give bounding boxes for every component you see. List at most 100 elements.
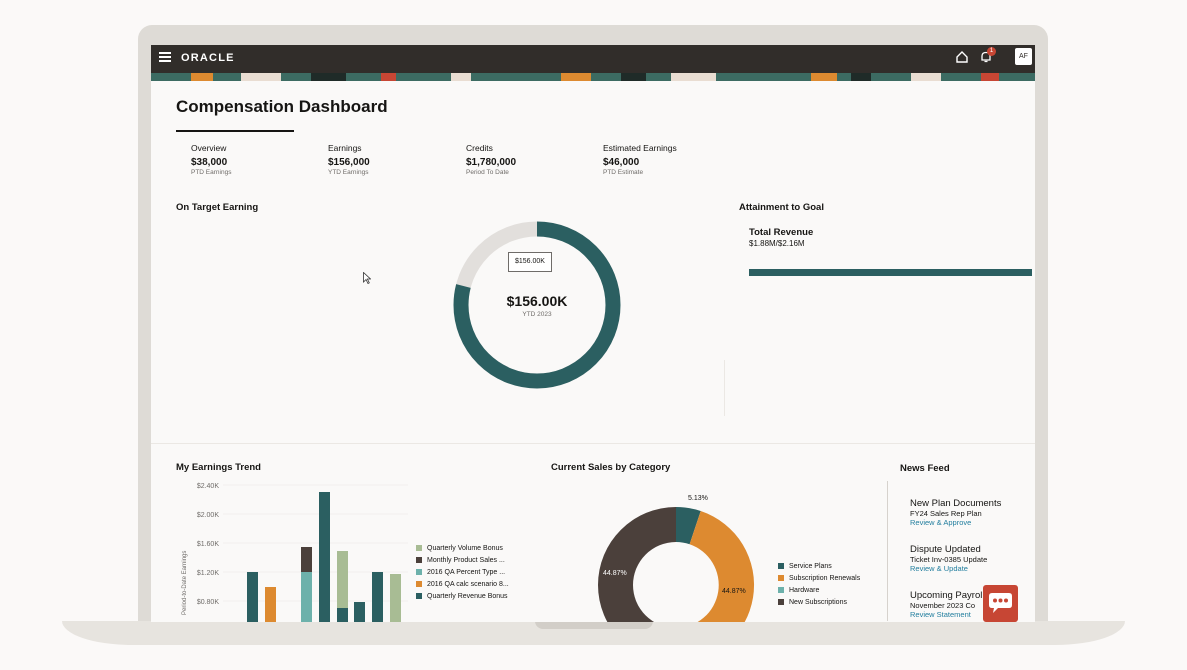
notifications-button[interactable]: 1 [979, 47, 996, 64]
legend-label: 2016 QA calc scenario 8... [427, 581, 509, 588]
news-link[interactable]: Review & Update [910, 564, 968, 573]
on-target-period: YTD 2023 [522, 311, 552, 318]
oracle-logo: ORACLE [181, 52, 235, 64]
news-item: New Plan Documents FY24 Sales Rep Plan R… [910, 498, 1035, 527]
hamburger-menu-icon[interactable] [159, 52, 171, 62]
slice-subscription-renewals [689, 511, 755, 622]
kpi-overview[interactable]: Overview $38,000 PTD Earnings [191, 143, 321, 176]
y-tick: $0.80K [197, 599, 220, 606]
bar [372, 572, 383, 622]
y-tick: $1.20K [197, 570, 220, 577]
legend-label: Quarterly Volume Bonus [427, 545, 503, 552]
bars [247, 492, 401, 622]
chat-bubble-icon [989, 593, 1012, 613]
legend-swatch [778, 599, 784, 605]
legend-label: Monthly Product Sales ... [427, 557, 505, 564]
bar [301, 572, 312, 622]
mouse-cursor-icon [363, 272, 371, 284]
slice-label-top: 5.13% [688, 495, 708, 502]
news-link[interactable]: Review Statement [910, 610, 971, 619]
y-axis-label: Period-to-Date Earnings [182, 551, 188, 615]
kpi-sub: PTD Estimate [603, 169, 644, 176]
legend-swatch [416, 569, 422, 575]
news-feed-title: News Feed [900, 463, 950, 474]
news-feed-divider [887, 481, 888, 621]
legend-label: Service Plans [789, 563, 832, 570]
legend-item[interactable]: Service Plans [778, 563, 832, 570]
y-tick: $1.60K [197, 541, 220, 548]
app-screen: ORACLE 1 AF Compensation Dashboard Overv… [151, 45, 1035, 622]
news-subtitle: November 2023 Co [910, 601, 976, 610]
on-target-tooltip: $156.00K [508, 252, 552, 272]
slice-label-right: 44.87% [722, 588, 746, 595]
attainment-value: $1.88M/$2.16M [749, 239, 805, 248]
kpi-sub: Period To Date [466, 169, 509, 176]
user-avatar[interactable]: AF [1015, 48, 1032, 65]
sales-category-donut[interactable]: 5.13% 44.87% 44.87% [591, 500, 761, 622]
bar [390, 574, 401, 622]
kpi-earnings[interactable]: Earnings $156,000 YTD Earnings [328, 143, 458, 176]
legend-item[interactable]: Subscription Renewals [778, 575, 860, 582]
legend-item[interactable]: 2016 QA Percent Type ... [416, 569, 505, 576]
attainment-title: Attainment to Goal [739, 202, 824, 213]
kpi-credits[interactable]: Credits $1,780,000 Period To Date [466, 143, 596, 176]
bar [319, 492, 330, 622]
home-icon[interactable] [955, 50, 969, 64]
legend-label: 2016 QA Percent Type ... [427, 569, 506, 576]
bar [247, 572, 258, 622]
on-target-title: On Target Earning [176, 202, 259, 213]
kpi-estimated-earnings[interactable]: Estimated Earnings $46,000 PTD Estimate [603, 143, 733, 176]
legend-label: New Subscriptions [789, 599, 847, 606]
bar [337, 551, 348, 608]
notification-badge: 1 [987, 47, 996, 56]
divider [724, 360, 725, 416]
legend-label: Quarterly Revenue Bonus [427, 593, 508, 600]
news-item: Dispute Updated Ticket Inv-0385 Update R… [910, 544, 1035, 573]
sales-category-title: Current Sales by Category [551, 462, 671, 473]
kpi-label: Estimated Earnings [603, 143, 677, 153]
title-underline [176, 130, 294, 132]
slice-new-subscriptions [598, 507, 676, 622]
on-target-progress-arc [453, 221, 621, 389]
y-tick: $2.00K [197, 512, 220, 519]
on-target-donut[interactable] [449, 217, 625, 393]
kpi-label: Credits [466, 143, 493, 153]
legend-item[interactable]: New Subscriptions [778, 599, 847, 606]
legend-item[interactable]: Quarterly Revenue Bonus [416, 593, 508, 600]
kpi-label: Overview [191, 143, 227, 153]
news-title: New Plan Documents [910, 498, 1002, 509]
bar [337, 608, 348, 622]
page-title: Compensation Dashboard [176, 97, 388, 116]
laptop-notch [535, 621, 653, 629]
legend-item[interactable]: Quarterly Volume Bonus [416, 545, 503, 552]
news-title: Upcoming Payrol [910, 590, 983, 601]
legend-label: Subscription Renewals [789, 575, 861, 582]
on-target-center: $156.00K YTD 2023 [481, 293, 593, 318]
news-title: Dispute Updated [910, 544, 981, 555]
kpi-value: $46,000 [603, 157, 640, 168]
decorative-banner [151, 73, 1035, 81]
news-item: Upcoming Payrol November 2023 Co Review … [910, 590, 1035, 619]
news-subtitle: Ticket Inv-0385 Update [910, 555, 988, 564]
slice-label-left: 44.87% [603, 570, 627, 577]
legend-item[interactable]: Monthly Product Sales ... [416, 557, 505, 564]
legend-swatch [416, 545, 422, 551]
divider [151, 443, 1035, 444]
legend-swatch [416, 593, 422, 599]
legend-item[interactable]: 2016 QA calc scenario 8... [416, 581, 509, 588]
y-tick: $2.40K [197, 483, 220, 490]
top-navigation-bar: ORACLE 1 AF [151, 45, 1035, 73]
kpi-value: $156,000 [328, 157, 370, 168]
on-target-value: $156.00K [506, 293, 568, 309]
attainment-name: Total Revenue [749, 227, 814, 238]
earnings-trend-chart[interactable]: Period-to-Date Earnings $2.40K $2.00K $1… [176, 475, 411, 622]
bar [265, 587, 276, 622]
slice-service-plans [676, 507, 701, 545]
bar [354, 602, 365, 622]
news-link[interactable]: Review & Approve [910, 518, 972, 527]
chat-button[interactable] [983, 585, 1018, 622]
legend-swatch [416, 557, 422, 563]
legend-item[interactable]: Hardware [778, 587, 819, 594]
legend-swatch [416, 581, 422, 587]
kpi-value: $1,780,000 [466, 157, 517, 168]
